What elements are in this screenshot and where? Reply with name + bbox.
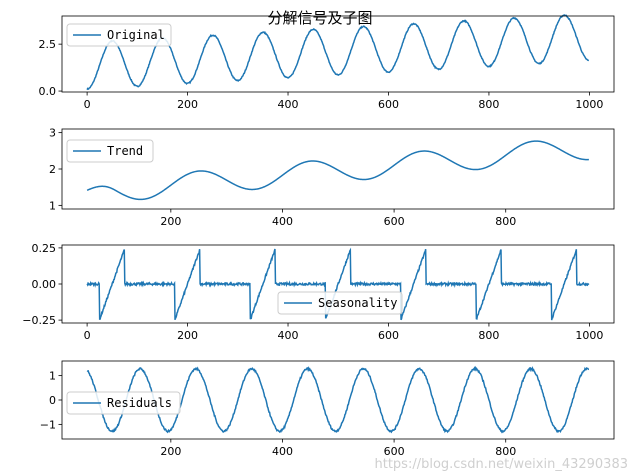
x-tick-label: 1000	[575, 98, 603, 111]
legend-label: Original	[107, 28, 165, 42]
legend-box	[277, 291, 403, 315]
x-tick-label: 800	[495, 215, 516, 228]
legend-original: Original	[66, 23, 172, 47]
x-tick-label: 800	[495, 445, 516, 458]
y-tick-label: −1	[40, 418, 56, 431]
x-tick-label: 200	[160, 445, 181, 458]
legend-label: Trend	[107, 144, 143, 158]
subplot-original: 0 200 400 600 800 1000 0.0 2.5 Original	[39, 14, 615, 111]
y-tick-label: −0.25	[22, 314, 56, 327]
x-tick-label: 400	[278, 329, 299, 342]
series-line-trend	[86, 140, 589, 201]
legend-trend: Trend	[66, 139, 154, 163]
y-tick-label: 0	[49, 394, 56, 407]
x-tick-label: 200	[160, 215, 181, 228]
subplot-seasonality: 0 200 400 600 800 1000 −0.25 0.00 0.25 Seasonalit…	[22, 242, 615, 342]
y-tick-label: 3	[49, 127, 56, 140]
legend-label: Seasonality	[318, 296, 397, 310]
x-tick-label: 600	[384, 445, 405, 458]
figure-title: 分解信号及子图	[267, 9, 372, 27]
y-tick-label: 2	[49, 163, 56, 176]
watermark: https://blog.csdn.net/weixin_43290383	[374, 457, 628, 472]
legend-seasonality: Seasonality	[277, 291, 403, 315]
x-tick-label: 1000	[575, 329, 603, 342]
x-tick-label: 0	[84, 329, 91, 342]
x-tick-label: 200	[177, 329, 198, 342]
x-tick-label: 400	[278, 98, 299, 111]
x-tick-label: 0	[84, 98, 91, 111]
legend-label: Residuals	[107, 396, 172, 410]
series-line-original	[86, 14, 589, 91]
y-tick-label: 0.25	[32, 242, 57, 255]
legend-box	[66, 139, 154, 163]
x-tick-label: 800	[478, 329, 499, 342]
legend-box	[66, 23, 172, 47]
x-tick-label: 600	[378, 329, 399, 342]
y-tick-label: 2.5	[39, 38, 57, 51]
series-line-residuals	[86, 365, 590, 434]
series-line-seasonality	[86, 247, 590, 321]
y-tick-label: 1	[49, 199, 56, 212]
x-tick-label: 800	[478, 98, 499, 111]
x-tick-label: 600	[378, 98, 399, 111]
x-tick-label: 600	[384, 215, 405, 228]
subplot-trend: 200 400 600 800 1 2 3 Trend	[49, 127, 615, 228]
y-tick-label: 0.00	[32, 278, 57, 291]
y-tick-label: 0.0	[39, 85, 57, 98]
x-tick-label: 200	[177, 98, 198, 111]
axes-frame	[61, 15, 615, 93]
subplot-residuals: 200 400 600 800 −1 0 1 Residuals	[40, 360, 615, 458]
x-tick-label: 400	[272, 445, 293, 458]
legend-box	[66, 391, 181, 415]
y-tick-label: 1	[49, 370, 56, 383]
legend-residuals: Residuals	[66, 391, 181, 415]
x-tick-label: 400	[272, 215, 293, 228]
